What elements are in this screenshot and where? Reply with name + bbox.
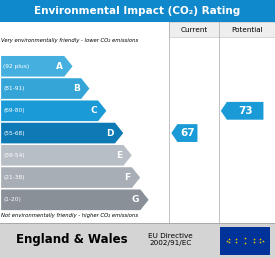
Text: G: G (132, 195, 139, 204)
Polygon shape (171, 124, 197, 142)
Polygon shape (1, 167, 140, 188)
Text: E: E (116, 151, 122, 160)
Text: (69-80): (69-80) (3, 108, 25, 113)
Text: England & Wales: England & Wales (16, 233, 127, 246)
Polygon shape (1, 145, 132, 166)
Bar (220, 227, 270, 254)
Polygon shape (1, 123, 123, 143)
Text: EU Directive
2002/91/EC: EU Directive 2002/91/EC (148, 233, 193, 246)
Polygon shape (1, 100, 106, 121)
Text: (21-38): (21-38) (3, 175, 25, 180)
Text: Environmental Impact (CO₂) Rating: Environmental Impact (CO₂) Rating (34, 6, 241, 16)
Text: B: B (73, 84, 80, 93)
Text: A: A (56, 62, 63, 71)
Text: C: C (90, 106, 97, 115)
Polygon shape (221, 102, 263, 120)
Polygon shape (1, 56, 73, 77)
Bar (169, 22, 275, 37)
Polygon shape (1, 189, 148, 210)
Text: Current: Current (180, 27, 208, 33)
Text: 67: 67 (180, 128, 195, 138)
Text: (81-91): (81-91) (3, 86, 25, 91)
Text: Potential: Potential (231, 27, 263, 33)
Polygon shape (1, 78, 89, 99)
Text: 73: 73 (238, 106, 252, 116)
Text: (92 plus): (92 plus) (3, 64, 29, 69)
Text: (55-68): (55-68) (3, 131, 25, 135)
Text: F: F (124, 173, 131, 182)
Text: (1-20): (1-20) (3, 197, 21, 202)
Text: D: D (106, 128, 114, 138)
Text: (39-54): (39-54) (3, 153, 25, 158)
Text: Not environmentally friendly - higher CO₂ emissions: Not environmentally friendly - higher CO… (1, 213, 139, 218)
Text: Very environmentally friendly - lower CO₂ emissions: Very environmentally friendly - lower CO… (1, 38, 139, 43)
